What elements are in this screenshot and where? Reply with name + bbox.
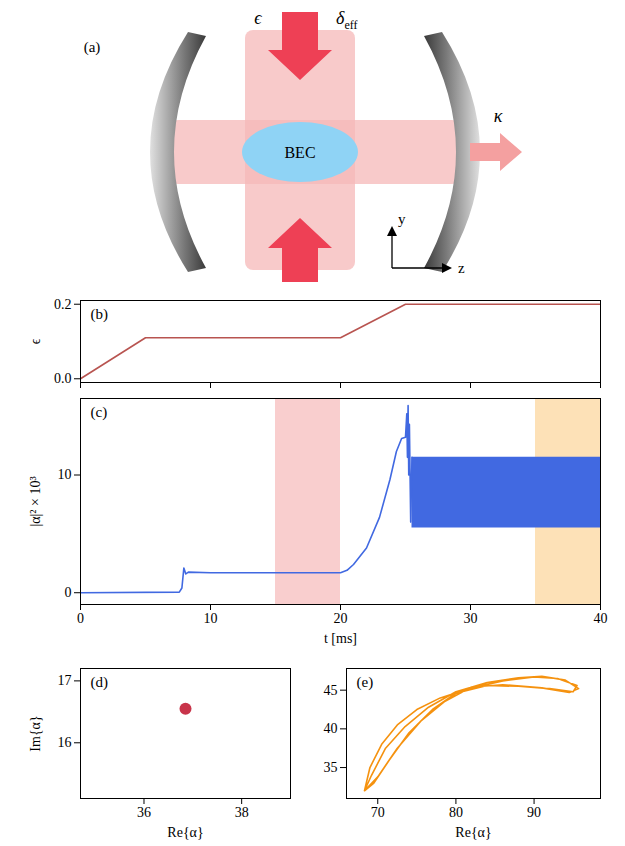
svg-text:45: 45 — [324, 683, 338, 698]
svg-text:70: 70 — [371, 805, 385, 820]
svg-text:Im{α}: Im{α} — [28, 715, 43, 751]
svg-text:ϵ: ϵ — [28, 338, 43, 344]
svg-text:16: 16 — [58, 735, 72, 750]
svg-text:38: 38 — [235, 805, 249, 820]
svg-text:BEC: BEC — [284, 144, 315, 161]
svg-text:35: 35 — [324, 760, 338, 775]
svg-text:0: 0 — [65, 585, 72, 600]
svg-text:0.2: 0.2 — [54, 297, 72, 312]
svg-text:80: 80 — [449, 805, 463, 820]
svg-text:|α|² × 10³: |α|² × 10³ — [28, 476, 43, 526]
svg-text:0.0: 0.0 — [54, 371, 72, 386]
svg-text:40: 40 — [594, 611, 608, 626]
svg-text:t [ms]: t [ms] — [324, 631, 357, 646]
svg-text:10: 10 — [204, 611, 218, 626]
svg-text:(e): (e) — [357, 674, 374, 691]
svg-text:20: 20 — [334, 611, 348, 626]
svg-text:Re{α}: Re{α} — [167, 825, 203, 840]
svg-text:(c): (c) — [91, 404, 108, 421]
svg-text:36: 36 — [137, 805, 151, 820]
svg-text:κ: κ — [494, 106, 503, 126]
svg-text:ϵ: ϵ — [254, 8, 262, 28]
svg-text:(b): (b) — [91, 306, 109, 323]
svg-text:z: z — [458, 260, 465, 276]
svg-text:17: 17 — [58, 673, 72, 688]
svg-text:(d): (d) — [91, 674, 109, 691]
svg-text:δeff: δeff — [336, 8, 357, 32]
svg-text:(a): (a) — [84, 39, 101, 56]
svg-text:0: 0 — [77, 611, 84, 626]
svg-text:y: y — [398, 211, 406, 227]
svg-text:40: 40 — [324, 721, 338, 736]
svg-text:10: 10 — [58, 467, 72, 482]
svg-text:30: 30 — [464, 611, 478, 626]
svg-text:90: 90 — [527, 805, 541, 820]
svg-text:Re{α}: Re{α} — [455, 825, 491, 840]
